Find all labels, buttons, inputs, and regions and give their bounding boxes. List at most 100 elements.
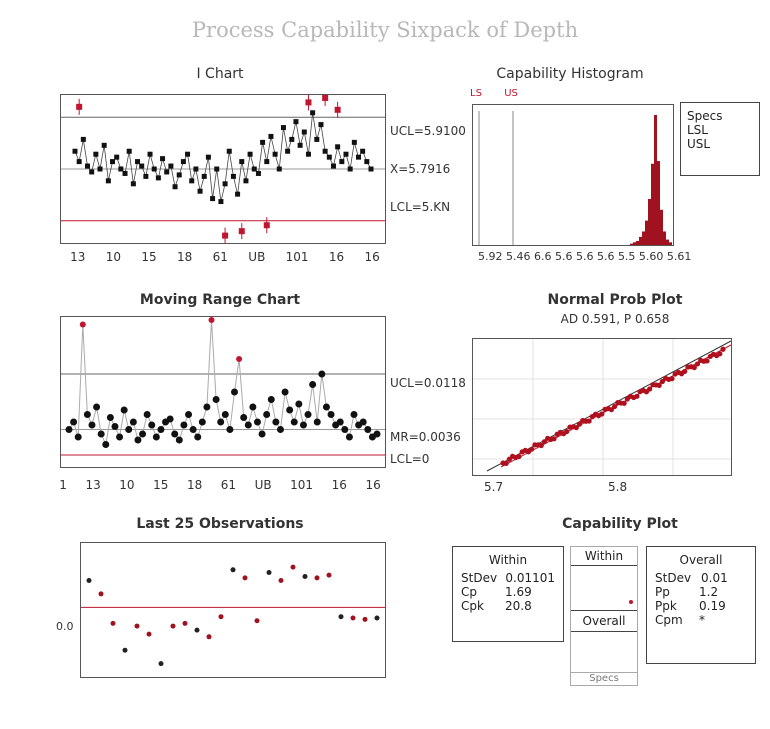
cap-label: Cpm	[655, 613, 683, 627]
mr-point	[281, 388, 289, 396]
mr-point	[143, 411, 151, 418]
prob-point	[669, 376, 675, 382]
mr-point	[212, 396, 220, 403]
i-chart-ucl-label: UCL=5.9100	[390, 124, 466, 138]
mr-point	[327, 411, 335, 418]
i-point	[139, 163, 145, 169]
i-xtick: 13	[70, 250, 86, 264]
mr-chart-svg	[61, 317, 385, 456]
prob-point	[608, 407, 615, 413]
i-point	[222, 181, 228, 187]
cap-plot-title: Capability Plot	[562, 516, 678, 532]
last25-point	[290, 564, 296, 570]
mr-point	[336, 418, 344, 426]
i-point	[235, 191, 241, 197]
prob-point	[720, 346, 726, 352]
i-out-point	[334, 106, 341, 113]
hist-bar	[645, 220, 648, 245]
mr-xtick: 1	[59, 478, 67, 492]
last25-point	[122, 647, 128, 653]
i-point	[89, 169, 95, 175]
i-point	[85, 163, 91, 169]
hist-bar	[657, 161, 660, 245]
i-point	[164, 169, 170, 175]
i-out-point	[322, 94, 329, 101]
mr-xtick: UB	[254, 478, 272, 492]
mr-point	[175, 436, 183, 444]
legend-lsl: LSL	[687, 123, 708, 137]
last25-point	[242, 575, 248, 581]
last25-point	[278, 578, 284, 584]
last25-title: Last 25 Observations	[136, 516, 304, 532]
i-point	[264, 159, 270, 165]
i-point	[197, 188, 203, 194]
prob-point	[586, 418, 592, 424]
last25-point	[182, 620, 188, 626]
mr-point	[217, 418, 225, 426]
histogram-title: Capability Histogram	[496, 66, 644, 82]
mr-xtick: 10	[119, 478, 135, 492]
lsl-top-label: LS	[470, 88, 482, 99]
mr-point	[93, 403, 101, 411]
prob-plot-svg	[473, 339, 732, 475]
i-point	[93, 151, 99, 157]
hist-bar	[666, 239, 669, 245]
hist-bar	[660, 209, 663, 245]
cap-row: Cp 1.69	[461, 585, 555, 599]
i-point	[339, 159, 345, 165]
histogram-xaxis: 5.92 5.46 6.6 5.6 5.6 5.6 5.5 5.60 5.61	[478, 250, 692, 263]
i-point	[101, 142, 107, 148]
prob-point	[694, 361, 701, 367]
i-xtick: 16	[328, 250, 345, 264]
cap-label: Cp	[461, 585, 477, 599]
i-series-line	[74, 112, 372, 202]
prob-point	[691, 364, 697, 371]
last25-point	[110, 620, 116, 626]
overall-header: Overall	[679, 553, 723, 567]
last25-point	[146, 631, 152, 637]
i-point	[218, 199, 224, 205]
i-point	[126, 148, 132, 154]
i-point	[110, 159, 116, 165]
i-point	[214, 166, 220, 172]
last25-point	[254, 618, 260, 624]
i-point	[172, 184, 178, 190]
mr-chart-ucl-label: UCL=0.0118	[390, 376, 466, 390]
i-point	[72, 148, 78, 154]
i-chart-center-label: X=5.7916	[390, 162, 451, 176]
i-point	[151, 166, 157, 172]
i-point	[76, 159, 82, 165]
hist-bar	[633, 242, 636, 245]
cap-value: *	[699, 613, 705, 627]
i-point	[243, 178, 249, 184]
i-point	[297, 142, 303, 148]
prob-point	[503, 460, 509, 466]
i-out-point	[222, 232, 229, 239]
mr-point	[171, 430, 179, 438]
last25-point	[218, 614, 224, 620]
i-point	[230, 173, 236, 179]
hist-bar	[648, 198, 651, 245]
i-xtick: 61	[212, 250, 228, 264]
hist-bar	[663, 231, 666, 245]
last25-point	[374, 615, 380, 621]
within-box: Within StDev 0.01101 Cp 1.69 Cpk 20.8	[452, 546, 564, 642]
prob-point	[573, 425, 579, 431]
i-point	[314, 136, 320, 142]
prob-point	[659, 378, 666, 385]
i-point	[247, 151, 253, 157]
cap-value: 0.19	[699, 599, 726, 613]
i-point	[293, 119, 299, 125]
mr-point	[359, 418, 367, 426]
last25-point	[362, 616, 368, 622]
hist-bar	[669, 242, 672, 245]
usl-top-label: US	[504, 88, 518, 99]
last25-point	[326, 572, 332, 578]
prob-plot-subtitle: AD 0.591, P 0.658	[560, 312, 670, 326]
cap-value: 1.2	[699, 585, 719, 599]
mr-point	[198, 418, 206, 426]
mr-point	[345, 433, 353, 441]
prob-point	[551, 436, 557, 442]
i-point	[176, 172, 182, 178]
i-point	[276, 166, 282, 172]
